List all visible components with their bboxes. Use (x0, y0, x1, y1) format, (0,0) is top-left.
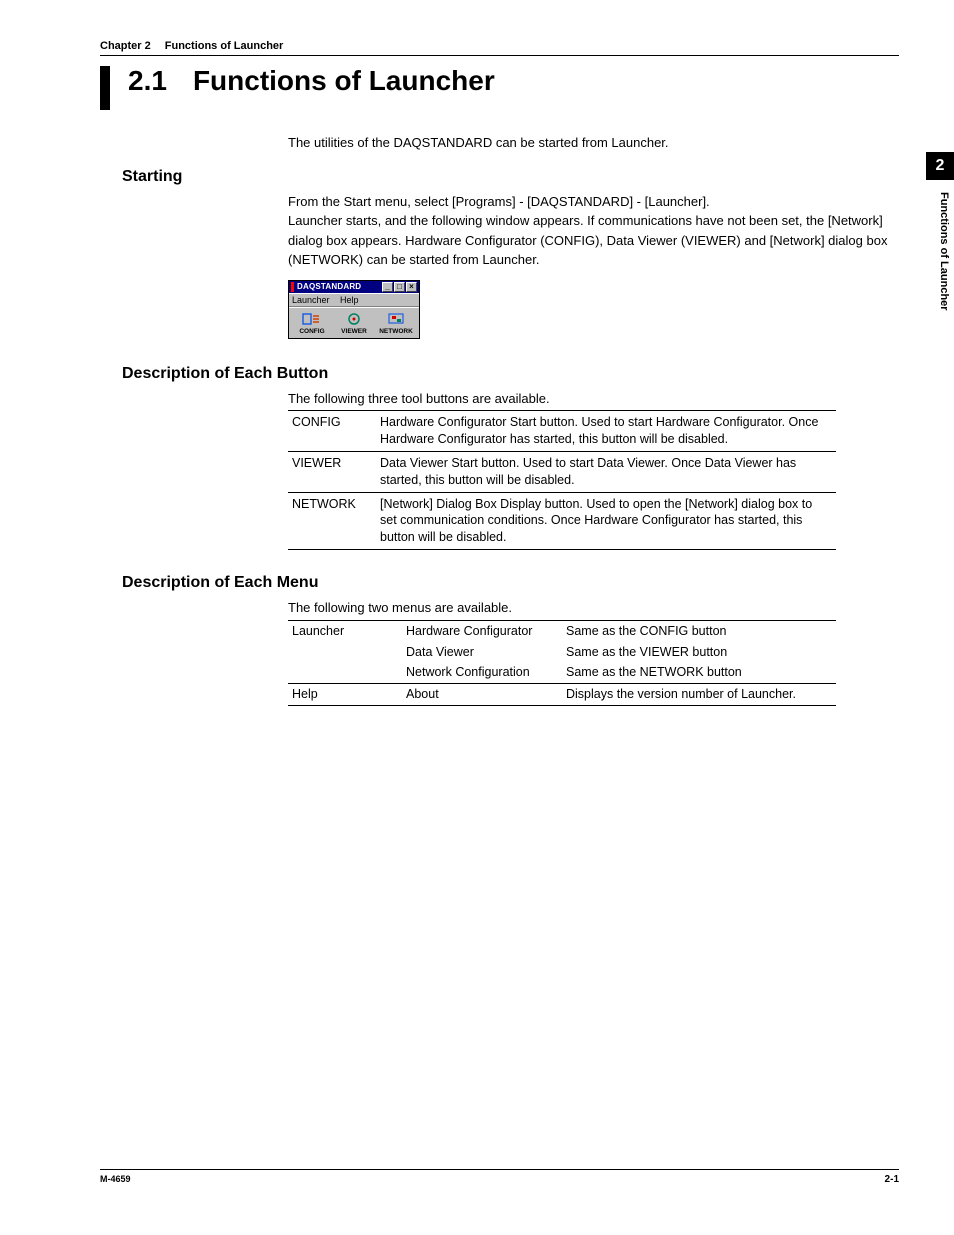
menus-heading: Description of Each Menu (122, 574, 899, 592)
item-col: About (406, 684, 566, 706)
table-row: VIEWER Data Viewer Start button. Used to… (288, 451, 836, 492)
menu-col: Launcher (288, 620, 406, 641)
viewer-label: VIEWER (341, 328, 367, 335)
button-key: VIEWER (288, 451, 380, 492)
section-bar (100, 66, 110, 110)
config-icon (301, 311, 323, 327)
desc-col: Displays the version number of Launcher. (566, 684, 836, 706)
section-title: Functions of Launcher (193, 66, 495, 110)
buttons-table: CONFIG Hardware Configurator Start butto… (288, 410, 836, 550)
config-label: CONFIG (299, 328, 324, 335)
launcher-menubar: Launcher Help (289, 293, 419, 307)
menu-col (288, 642, 406, 663)
titlebar-mark-icon (291, 282, 294, 292)
minimize-button[interactable]: _ (382, 282, 393, 292)
table-row: Launcher Hardware Configurator Same as t… (288, 620, 836, 641)
section-title-row: 2.1 Functions of Launcher (100, 66, 899, 110)
section-number: 2.1 (128, 66, 167, 110)
item-col: Network Configuration (406, 662, 566, 683)
viewer-tool-button[interactable]: VIEWER (333, 310, 375, 336)
network-tool-button[interactable]: NETWORK (375, 310, 417, 336)
chapter-label: Chapter 2 (100, 40, 151, 52)
network-label: NETWORK (379, 328, 413, 335)
side-tab-label: Functions of Launcher (938, 192, 950, 311)
desc-col: Same as the NETWORK button (566, 662, 836, 683)
desc-col: Same as the CONFIG button (566, 620, 836, 641)
menus-table: Launcher Hardware Configurator Same as t… (288, 620, 836, 707)
buttons-heading: Description of Each Button (122, 365, 899, 383)
chapter-title: Functions of Launcher (165, 40, 284, 52)
table-row: NETWORK [Network] Dialog Box Display but… (288, 492, 836, 550)
button-desc: [Network] Dialog Box Display button. Use… (380, 492, 836, 550)
menu-col (288, 662, 406, 683)
starting-body: From the Start menu, select [Programs] -… (288, 192, 899, 270)
table-row: Data Viewer Same as the VIEWER button (288, 642, 836, 663)
launcher-titlebar: DAQSTANDARD _ □ × (289, 281, 419, 293)
intro-paragraph: The utilities of the DAQSTANDARD can be … (288, 134, 899, 152)
launcher-toolbar: CONFIG VIEWER NETWORK (289, 307, 419, 338)
item-col: Hardware Configurator (406, 620, 566, 641)
footer-right: 2-1 (885, 1174, 899, 1185)
button-key: CONFIG (288, 411, 380, 452)
buttons-intro: The following three tool buttons are ava… (288, 389, 899, 409)
viewer-icon (343, 311, 365, 327)
page-footer: M-4659 2-1 (100, 1169, 899, 1185)
button-key: NETWORK (288, 492, 380, 550)
side-tab-number: 2 (926, 152, 954, 180)
launcher-title: DAQSTANDARD (297, 282, 382, 291)
running-header: Chapter 2 Functions of Launcher (100, 40, 899, 56)
footer-left: M-4659 (100, 1174, 131, 1185)
close-button[interactable]: × (406, 282, 417, 292)
menu-launcher[interactable]: Launcher (292, 295, 330, 305)
button-desc: Data Viewer Start button. Used to start … (380, 451, 836, 492)
launcher-window: DAQSTANDARD _ □ × Launcher Help CONFIG (288, 280, 420, 339)
desc-col: Same as the VIEWER button (566, 642, 836, 663)
maximize-button[interactable]: □ (394, 282, 405, 292)
table-row: Help About Displays the version number o… (288, 684, 836, 706)
menus-intro: The following two menus are available. (288, 598, 899, 618)
item-col: Data Viewer (406, 642, 566, 663)
network-icon (385, 311, 407, 327)
config-tool-button[interactable]: CONFIG (291, 310, 333, 336)
table-row: Network Configuration Same as the NETWOR… (288, 662, 836, 683)
starting-heading: Starting (122, 168, 899, 186)
table-row: CONFIG Hardware Configurator Start butto… (288, 411, 836, 452)
button-desc: Hardware Configurator Start button. Used… (380, 411, 836, 452)
menu-help[interactable]: Help (340, 295, 359, 305)
menu-col: Help (288, 684, 406, 706)
